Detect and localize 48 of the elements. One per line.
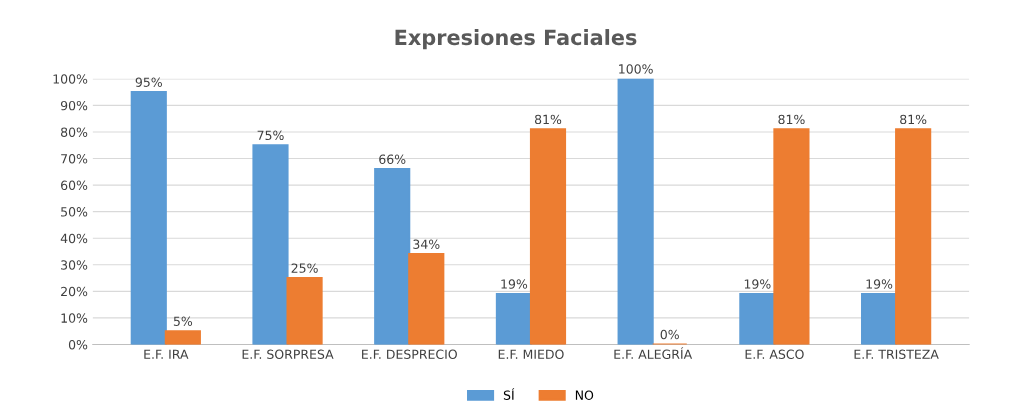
legend-label: SÍ: [503, 388, 515, 400]
data-label: 34%: [413, 239, 440, 249]
bar: [773, 128, 810, 345]
bar: [252, 144, 289, 345]
data-label: 81%: [534, 114, 562, 125]
data-label: 95%: [135, 77, 162, 87]
y-tick-label: 20%: [61, 286, 88, 297]
data-label: 19%: [501, 279, 528, 289]
chart-title: Expresiones Faciales: [395, 29, 637, 50]
data-label: 0%: [660, 329, 679, 340]
data-label: 81%: [778, 114, 805, 125]
bar: [408, 253, 445, 345]
y-tick-label: 60%: [61, 180, 88, 191]
bar: [739, 292, 776, 345]
bar: [529, 128, 567, 345]
y-tick-label: 70%: [61, 154, 88, 164]
y-tick-label: 10%: [61, 313, 88, 323]
y-tick-label: 40%: [60, 233, 88, 244]
data-label: 19%: [866, 279, 893, 289]
y-tick-label: 80%: [60, 127, 88, 137]
x-tick-label: E.F. ASCO: [745, 349, 804, 359]
bar: [130, 91, 167, 345]
legend-label: NO: [575, 390, 594, 400]
x-tick-label: E.F. SORPRESA: [242, 349, 334, 359]
bar: [860, 292, 898, 345]
x-tick-label: E.F. ALEGRÍA: [614, 347, 693, 359]
y-tick-label: 50%: [61, 207, 88, 217]
bar: [895, 128, 932, 345]
data-label: 75%: [257, 130, 284, 141]
bar: [286, 277, 323, 345]
bar: [617, 78, 654, 345]
data-label: 81%: [900, 114, 927, 125]
data-label: 19%: [744, 279, 771, 289]
x-tick-label: E.F. DESPRECIO: [362, 349, 457, 359]
data-label: 25%: [291, 263, 318, 273]
bar: [164, 330, 201, 345]
bar: [495, 292, 532, 345]
data-label: 5%: [173, 316, 193, 326]
x-tick-label: E.F. IRA: [144, 349, 189, 359]
x-tick-label: E.F. MIEDO: [498, 349, 564, 359]
bar: [374, 168, 411, 345]
data-label: 100%: [619, 64, 653, 74]
y-tick-label: 0%: [68, 339, 88, 350]
x-tick-label: E.F. TRISTEZA: [854, 349, 939, 359]
y-tick-label: 90%: [60, 100, 88, 111]
data-label: 66%: [379, 154, 406, 164]
y-tick-label: 100%: [53, 74, 88, 84]
y-tick-label: 30%: [61, 260, 88, 270]
